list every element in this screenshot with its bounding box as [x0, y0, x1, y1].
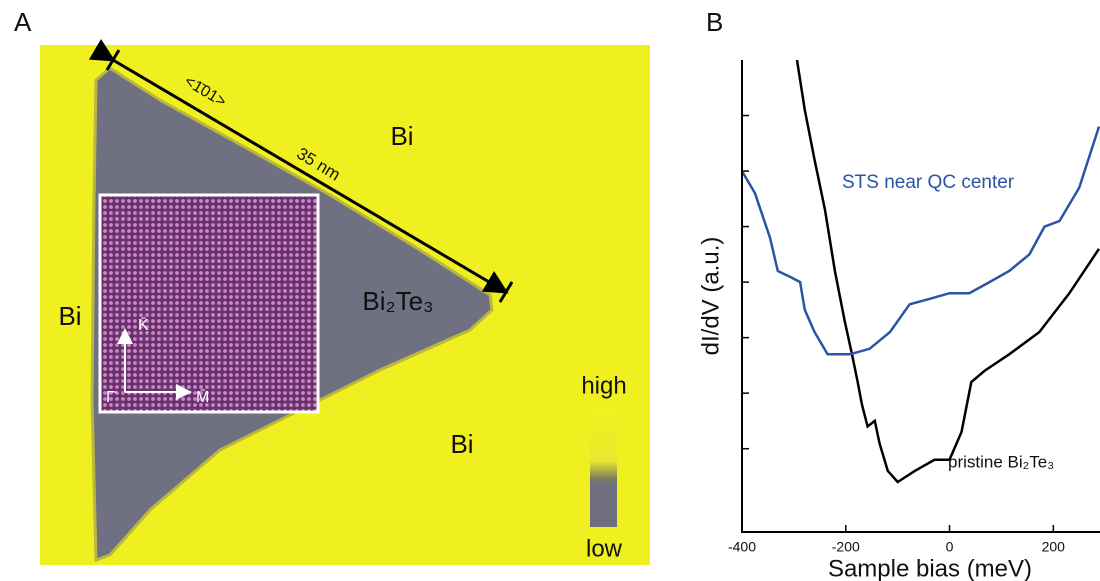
x-tick-label: -200 — [832, 539, 860, 555]
axes-frame — [741, 60, 1100, 533]
series-label: pristine Bi₂Te₃ — [948, 452, 1054, 471]
inset — [98, 193, 320, 414]
line-series — [795, 59, 1100, 484]
x-axis-title: Sample bias (meV) — [828, 555, 1032, 581]
inset-axis-label: Γ̄ — [106, 389, 118, 406]
region-label: Bi — [450, 429, 473, 459]
colorbar-label: low — [586, 535, 623, 562]
scale-end — [105, 49, 121, 71]
colorbar-label: high — [581, 372, 626, 399]
y-axis-title: dI/dV (a.u.) — [697, 237, 724, 356]
panel-label: A — [14, 7, 32, 37]
line-series — [740, 126, 1100, 356]
island-label: Bi₂Te₃ — [362, 286, 433, 316]
x-tick-label: 200 — [1042, 539, 1066, 555]
region-label: Bi — [58, 301, 81, 331]
inset-axis-label: M̄ — [196, 389, 209, 406]
x-tick-label: 0 — [946, 539, 954, 555]
scale-end — [498, 281, 514, 303]
inset-axis-label: K̄ — [138, 317, 149, 334]
region-label: Bi — [390, 121, 413, 151]
colorbar — [590, 407, 617, 527]
panel-label: B — [706, 7, 723, 37]
series-label: STS near QC center — [842, 172, 1015, 193]
x-tick-label: -400 — [728, 539, 756, 555]
scale-arrow — [88, 38, 509, 294]
